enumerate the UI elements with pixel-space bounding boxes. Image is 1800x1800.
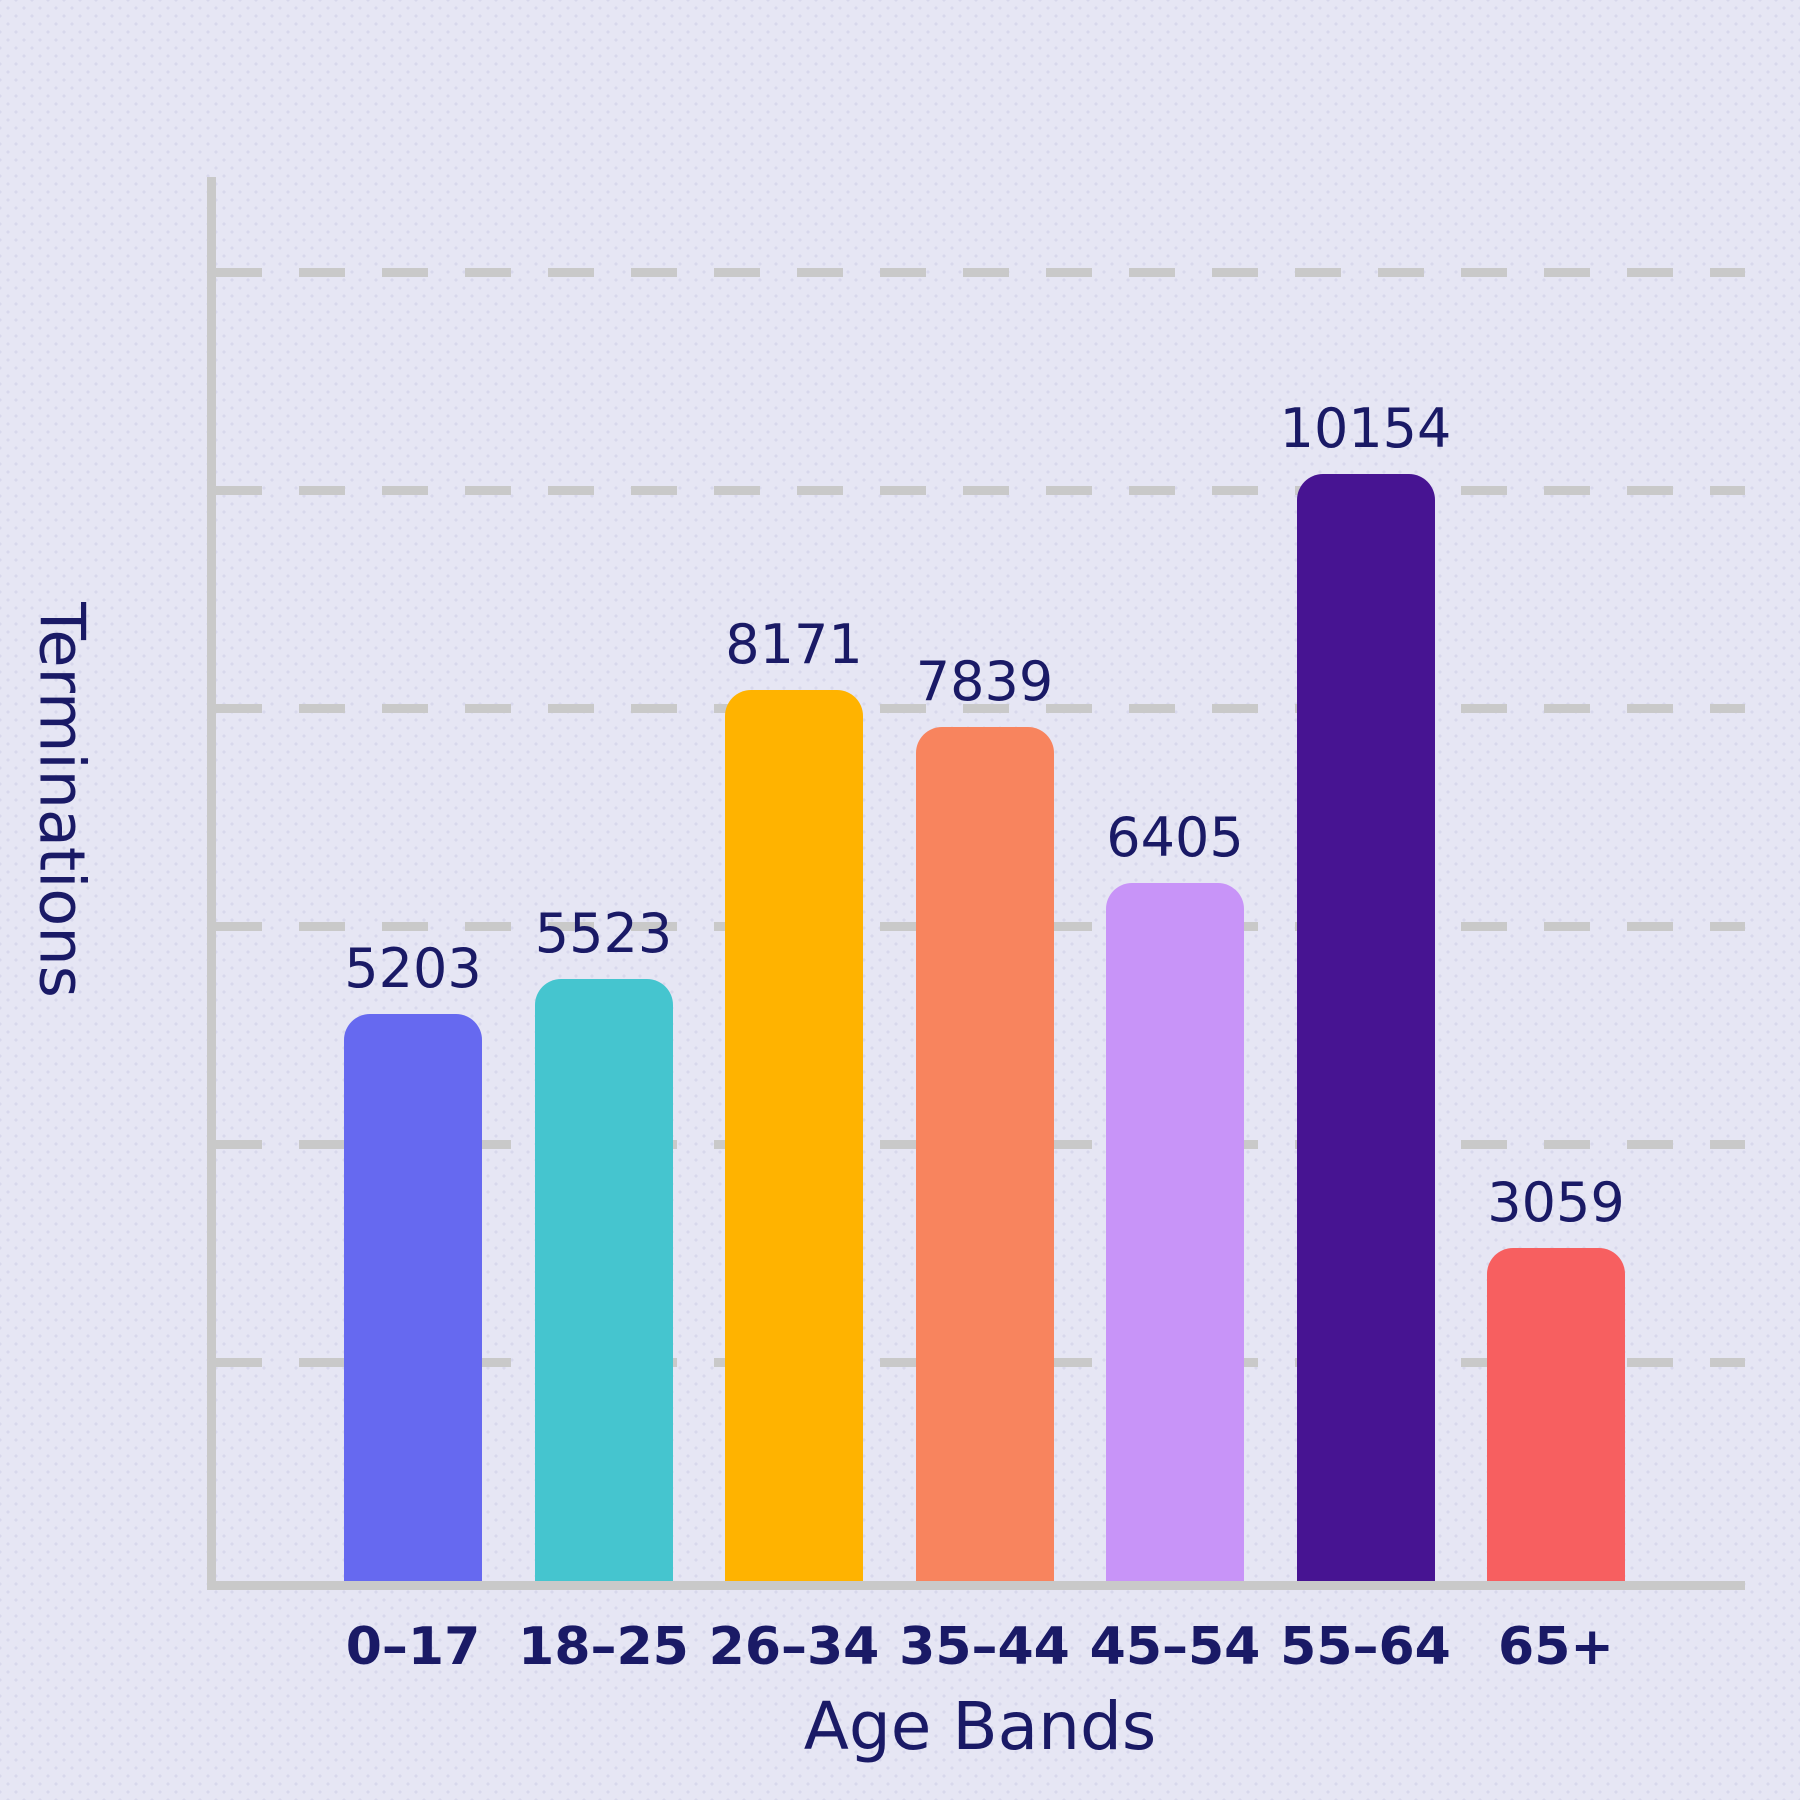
x-tick-label: 18–25 [518, 1617, 689, 1677]
bar-value-label: 5203 [344, 937, 482, 1000]
bar-value-label: 10154 [1279, 397, 1452, 460]
bar-value-label: 5523 [534, 902, 673, 965]
bar-35–44 [915, 727, 1054, 1581]
x-tick-label: 45–54 [1089, 1617, 1261, 1677]
bar-26–34 [725, 690, 863, 1581]
bar-18–25 [534, 979, 673, 1581]
x-tick-label: 65+ [1498, 1617, 1614, 1677]
plot-area: 5203 0–17 5523 18–25 8171 26–34 7839 35–44 6405 4… [207, 177, 1745, 1673]
bar-65+ [1487, 1248, 1625, 1581]
x-tick-label: 55–64 [1280, 1617, 1451, 1677]
gridline [216, 268, 1745, 277]
bar-55–64 [1296, 474, 1435, 1581]
x-tick-label: 0–17 [345, 1617, 481, 1677]
bar-0–17 [344, 1014, 482, 1581]
gridline [216, 486, 1745, 495]
y-axis-title: Terminations [25, 602, 99, 998]
x-tick-label: 35–44 [899, 1617, 1070, 1677]
bar-45–54 [1106, 883, 1244, 1581]
bar-value-label: 8171 [725, 613, 863, 676]
bar-value-label: 7839 [915, 650, 1054, 713]
bar-value-label: 6405 [1106, 806, 1244, 869]
gridline [216, 704, 1745, 713]
x-axis-title: Age Bands [803, 1688, 1157, 1765]
bar-value-label: 3059 [1487, 1171, 1625, 1234]
x-tick-label: 26–34 [708, 1617, 880, 1677]
